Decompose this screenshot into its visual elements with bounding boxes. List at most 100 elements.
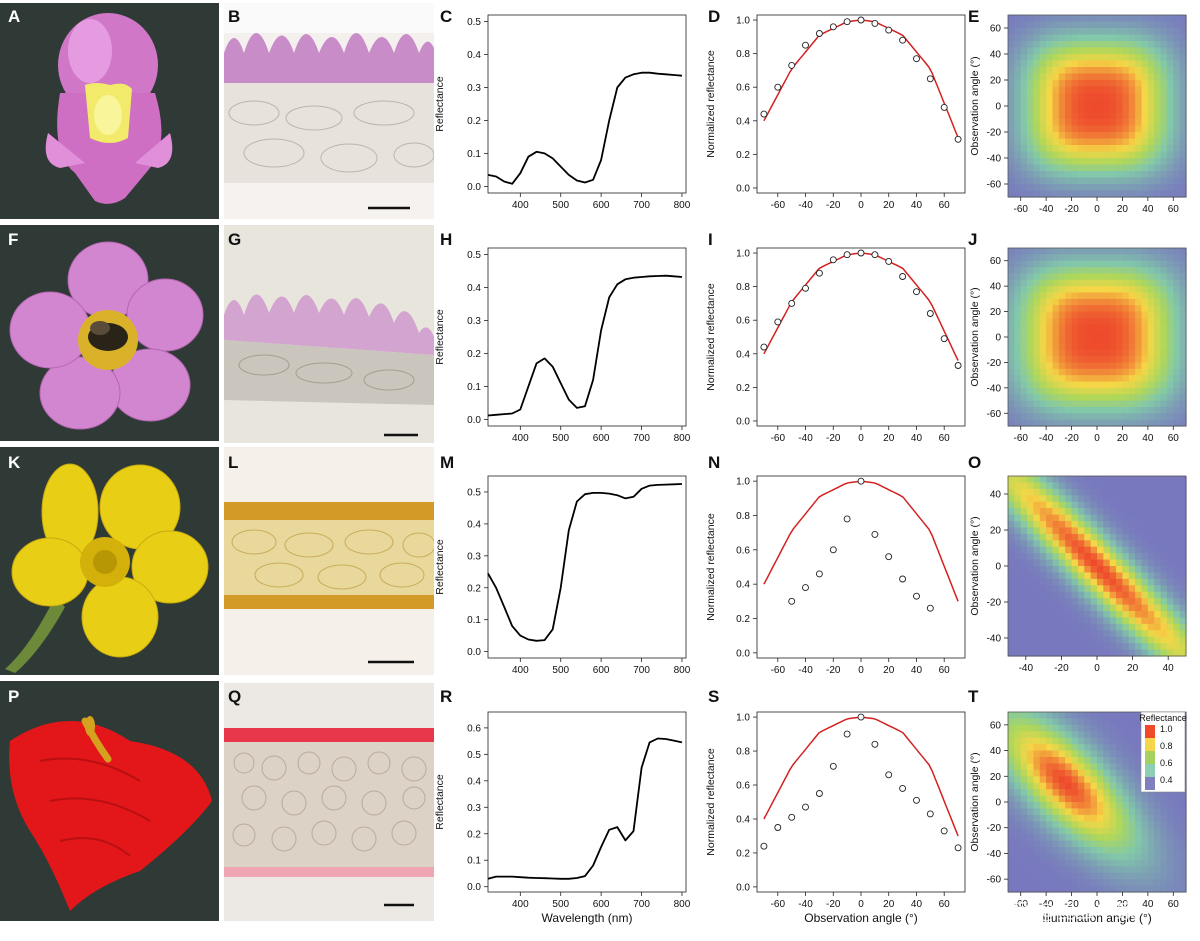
heatmap-cell — [1090, 400, 1098, 408]
heatmap-cell — [1014, 834, 1022, 842]
heatmap-cell — [1065, 349, 1073, 357]
heatmap-cell — [1116, 106, 1124, 114]
heatmap-cell — [1122, 67, 1130, 75]
heatmap-cell — [1046, 413, 1054, 421]
heatmap-cell — [1135, 362, 1143, 370]
heatmap-cell — [1058, 724, 1066, 732]
heatmap-cell — [1160, 28, 1168, 36]
heatmap-cell — [1179, 28, 1187, 36]
x-tick-label: -20 — [826, 665, 841, 676]
heatmap-cell — [1014, 80, 1022, 88]
heatmap-cell — [1065, 286, 1073, 294]
heatmap-cell — [1008, 67, 1015, 75]
heatmap-cell — [1084, 789, 1092, 797]
heatmap-cell — [1141, 476, 1149, 484]
heatmap-cell — [1027, 330, 1035, 338]
heatmap-cell — [1058, 93, 1066, 101]
heatmap-cell — [1128, 737, 1136, 745]
plot-frame — [756, 475, 966, 659]
heatmap-cell — [1008, 763, 1015, 771]
heatmap-cell — [1166, 138, 1174, 146]
heatmap-cell — [1128, 814, 1136, 822]
heatmap-cell — [1033, 21, 1041, 29]
heatmap-cell — [1141, 859, 1149, 867]
heatmap-cell — [1141, 158, 1149, 166]
data-point — [885, 257, 893, 265]
heatmap-cell — [1173, 324, 1181, 332]
heatmap-cell — [1046, 604, 1054, 612]
heatmap-cell — [1135, 617, 1143, 625]
heatmap-cell — [1084, 872, 1092, 880]
y-axis-label: Observation angle (°) — [969, 752, 981, 851]
heatmap-cell — [1135, 527, 1143, 535]
heatmap-cell — [1109, 28, 1117, 36]
heatmap-cell — [1077, 67, 1085, 75]
heatmap-cell — [1065, 795, 1073, 803]
heatmap-cell — [1046, 814, 1054, 822]
heatmap-cell — [1071, 598, 1079, 606]
heatmap-cell — [1077, 177, 1085, 185]
heatmap-cell — [1147, 368, 1155, 376]
heatmap-cell — [1027, 394, 1035, 402]
heatmap-cell — [1027, 279, 1035, 287]
heatmap-cell — [1103, 99, 1111, 107]
data-point — [954, 844, 962, 852]
heatmap-cell — [1173, 177, 1181, 185]
heatmap-cell — [1058, 578, 1066, 586]
heatmap-cell — [1084, 763, 1092, 771]
y-tick-label: -40 — [987, 634, 1002, 645]
heatmap-cell — [1154, 119, 1162, 127]
heatmap-cell — [1020, 572, 1028, 580]
heatmap-cell — [1128, 99, 1136, 107]
heatmap-cell — [1084, 279, 1092, 287]
heatmap-cell — [1173, 356, 1181, 364]
legend-swatch — [1145, 764, 1155, 777]
heatmap-cell — [1058, 808, 1066, 816]
heatmap-cell — [1071, 286, 1079, 294]
heatmap-cell — [1097, 164, 1104, 172]
heatmap-cell — [1052, 67, 1060, 75]
heatmap-cell — [1014, 349, 1022, 357]
heatmap-cell — [1033, 718, 1041, 726]
heatmap-cell — [1090, 840, 1098, 848]
heatmap-cell — [1135, 400, 1143, 408]
heatmap-cell — [1141, 164, 1149, 172]
heatmap-cell — [1014, 375, 1022, 383]
heatmap-cell — [1020, 394, 1028, 402]
heatmap-cell — [1103, 795, 1111, 803]
heatmap-cell — [1179, 636, 1187, 644]
heatmap-cell — [1058, 311, 1066, 319]
heatmap-cell — [1116, 15, 1124, 23]
x-tick-label: 600 — [593, 433, 610, 444]
heatmap-cell — [1154, 177, 1162, 185]
heatmap-cell — [1122, 54, 1130, 62]
petal-cross-section-icon — [224, 502, 434, 664]
heatmap-cell — [1154, 317, 1162, 325]
heatmap-cell — [1154, 521, 1162, 529]
heatmap-cell — [1179, 853, 1187, 861]
heatmap-cell — [1090, 866, 1098, 874]
heatmap-cell — [1065, 311, 1073, 319]
heatmap-cell — [1116, 368, 1124, 376]
heatmap-cell — [1122, 514, 1130, 522]
panel-letter-f: F — [8, 230, 19, 249]
heatmap-cell — [1173, 93, 1181, 101]
heatmap-cell — [1103, 145, 1111, 153]
heatmap-cell — [1046, 643, 1054, 651]
x-tick-label: -60 — [1013, 204, 1028, 215]
y-tick-label: 20 — [990, 307, 1002, 318]
heatmap-cell — [1033, 598, 1041, 606]
heatmap-cell — [1147, 617, 1155, 625]
heatmap-cell — [1090, 546, 1098, 554]
heatmap-cell — [1109, 387, 1117, 395]
heatmap-cell — [1103, 73, 1111, 81]
heatmap-cell — [1135, 501, 1143, 509]
heatmap-cell — [1173, 853, 1181, 861]
heatmap-cell — [1160, 292, 1168, 300]
heatmap-cell — [1116, 99, 1124, 107]
heatmap-cell — [1173, 267, 1181, 275]
heatmap-cell — [1033, 617, 1041, 625]
heatmap-cell — [1135, 630, 1143, 638]
heatmap-cell — [1147, 802, 1155, 810]
heatmap-cell — [1103, 604, 1111, 612]
